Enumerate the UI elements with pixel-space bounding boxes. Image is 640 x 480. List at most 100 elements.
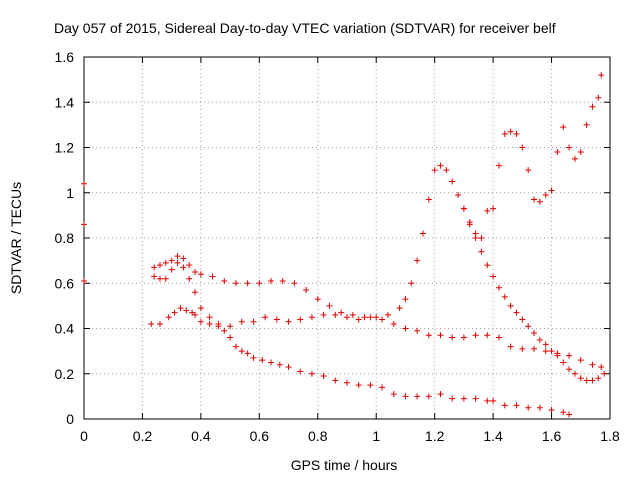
x-tick-label: 1.6	[542, 428, 562, 444]
grid	[84, 57, 610, 419]
data-point	[250, 354, 257, 361]
data-point	[484, 397, 491, 404]
data-point	[180, 264, 187, 271]
x-tick-label: 1.8	[600, 428, 620, 444]
data-point	[297, 368, 304, 375]
data-point	[560, 124, 567, 131]
data-point	[168, 266, 175, 273]
data-point	[566, 411, 573, 418]
axis-ticks: 0 0.2 0.4 0.6 0.8 1 1.2 1.4 1.6 1.8 0 0.2 0.4 0.6 0.8 1…	[55, 49, 620, 444]
data-point	[268, 359, 275, 366]
data-point	[168, 257, 175, 264]
data-point	[402, 296, 409, 303]
plot-frame	[83, 56, 611, 420]
y-tick-label: 1	[66, 185, 74, 201]
data-point	[495, 284, 502, 291]
data-point	[536, 336, 543, 343]
data-point	[501, 130, 508, 137]
data-point	[262, 314, 269, 321]
data-point	[244, 350, 251, 357]
data-point	[519, 144, 526, 151]
data-point	[156, 262, 163, 269]
data-point	[338, 309, 345, 316]
series-D	[151, 162, 608, 384]
data-point	[425, 393, 432, 400]
data-point	[379, 316, 386, 323]
data-point	[174, 253, 181, 260]
data-point	[484, 262, 491, 269]
data-point	[81, 221, 87, 228]
data-point	[560, 409, 567, 416]
data-point	[314, 296, 321, 303]
data-point	[495, 334, 502, 341]
data-point	[227, 323, 234, 330]
data-point	[525, 167, 532, 174]
data-point	[519, 345, 526, 352]
data-point	[548, 187, 555, 194]
data-point	[402, 325, 409, 332]
data-point	[595, 375, 602, 382]
data-point	[437, 162, 444, 169]
data-point	[466, 221, 473, 228]
data-point	[192, 311, 199, 318]
data-point	[460, 334, 467, 341]
data-point	[490, 205, 497, 212]
data-point	[215, 323, 222, 330]
data-point	[192, 289, 199, 296]
data-point	[373, 314, 380, 321]
data-point	[490, 397, 497, 404]
data-point	[197, 305, 204, 312]
data-point	[478, 235, 485, 241]
data-point	[571, 370, 578, 377]
data-point	[495, 162, 502, 169]
data-point	[490, 273, 497, 280]
y-tick-label: 0.2	[55, 366, 75, 382]
x-tick-label: 0.4	[191, 428, 211, 444]
x-axis-label: GPS time / hours	[291, 457, 398, 473]
data-point	[192, 268, 199, 275]
data-point	[332, 311, 339, 318]
data-point	[177, 305, 184, 312]
data-point	[355, 382, 362, 389]
data-point	[542, 192, 549, 199]
series-A	[81, 180, 87, 284]
data-point	[171, 309, 178, 316]
data-point	[344, 379, 350, 386]
data-point	[431, 167, 438, 174]
data-point	[501, 402, 508, 409]
data-point	[472, 230, 479, 237]
data-point	[355, 316, 362, 323]
data-point	[583, 377, 590, 384]
data-point	[402, 393, 409, 400]
data-point	[554, 149, 561, 156]
data-point	[81, 277, 87, 284]
data-point	[460, 395, 467, 402]
data-point	[232, 280, 239, 287]
data-point	[279, 277, 286, 284]
data-point	[414, 393, 421, 400]
data-point	[151, 273, 158, 280]
data-point	[484, 207, 491, 214]
data-point	[238, 348, 245, 355]
data-point	[548, 406, 555, 413]
data-point	[531, 196, 538, 203]
data-point	[276, 361, 283, 368]
data-point	[156, 275, 163, 282]
data-point	[180, 255, 187, 262]
data-point	[449, 334, 456, 341]
data-point	[589, 361, 596, 368]
data-point	[484, 332, 491, 339]
data-point	[425, 332, 432, 339]
data-point	[566, 366, 573, 373]
data-point	[332, 377, 339, 384]
data-point	[390, 391, 397, 398]
data-point	[209, 273, 216, 280]
data-point	[162, 259, 169, 266]
data-point	[273, 316, 280, 323]
data-point	[396, 305, 403, 312]
data-point	[449, 178, 456, 185]
data-point	[443, 167, 450, 174]
data-point	[344, 314, 350, 321]
y-tick-label: 0	[66, 411, 74, 427]
data-point	[206, 314, 213, 321]
